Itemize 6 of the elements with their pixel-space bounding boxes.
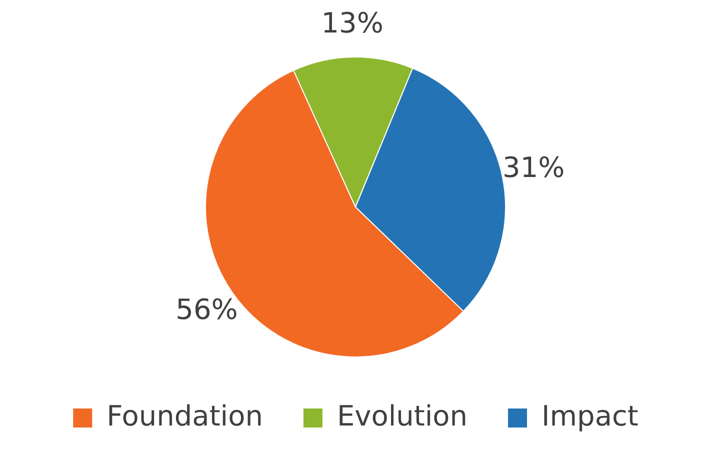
data-label: 13%	[321, 6, 384, 40]
data-label: 56%	[176, 293, 238, 326]
legend-label: Evolution	[336, 399, 468, 432]
legend-label: Impact	[542, 399, 638, 432]
legend-label: Foundation	[106, 399, 263, 432]
data-label: 31%	[502, 151, 565, 184]
